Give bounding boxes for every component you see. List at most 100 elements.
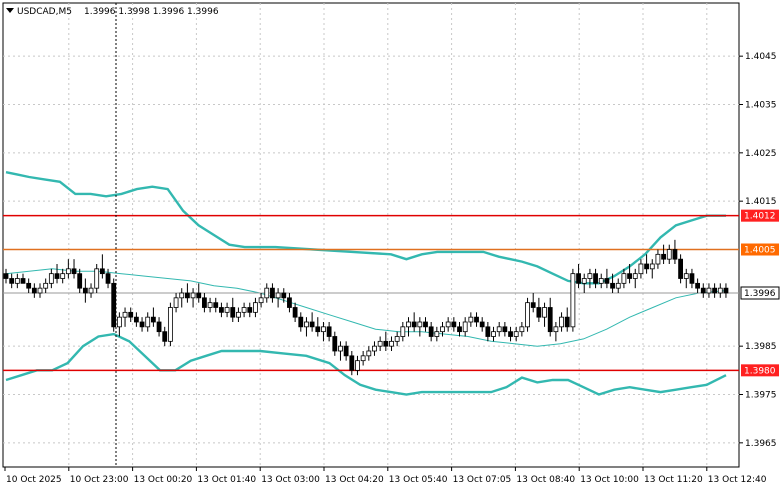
candle-body bbox=[604, 278, 610, 284]
ohlc-readout: 1.3996 1.3998 1.3996 1.3996 bbox=[84, 7, 219, 17]
current-price-label-box bbox=[740, 286, 780, 300]
candle-body bbox=[530, 302, 536, 308]
candle-body bbox=[133, 316, 139, 323]
triangle-down-icon[interactable] bbox=[6, 8, 14, 13]
y-tick-label: 1.3985 bbox=[745, 342, 777, 352]
candle-body bbox=[689, 273, 695, 284]
candle-body bbox=[355, 360, 360, 371]
candle-body bbox=[423, 321, 428, 328]
price-axis[interactable]: 1.4045 1.4035 1.4025 1.4015 1.3985 1.3975 1.39… bbox=[739, 52, 777, 449]
candle-body bbox=[434, 331, 440, 337]
candle-body bbox=[258, 297, 264, 304]
candle-body bbox=[315, 326, 321, 333]
candle-body bbox=[139, 321, 145, 328]
candle-body bbox=[26, 282, 32, 289]
y-tick-label: 1.4015 bbox=[745, 197, 777, 207]
candle-body bbox=[338, 345, 343, 352]
candle-body bbox=[116, 316, 122, 328]
candle-body bbox=[377, 340, 383, 347]
candle-body bbox=[287, 297, 292, 308]
candle-body bbox=[468, 316, 474, 323]
candle-body bbox=[451, 321, 457, 328]
candle-body bbox=[281, 292, 287, 299]
candle-body bbox=[264, 287, 270, 299]
level-label-text: 1.3980 bbox=[744, 366, 776, 376]
price-labels: 1.4012 1.4005 1.3980 1.3996 bbox=[740, 209, 780, 377]
x-tick-label: 13 Oct 07:05 bbox=[453, 475, 512, 485]
y-tick-label: 1.4025 bbox=[745, 149, 777, 159]
candle-body bbox=[185, 292, 190, 299]
candle-body bbox=[343, 345, 349, 357]
candle-body bbox=[9, 278, 15, 284]
level-label-box bbox=[741, 209, 779, 222]
candle-body bbox=[717, 287, 723, 294]
candle-body bbox=[440, 326, 445, 333]
candle-body bbox=[332, 336, 338, 352]
candle-body bbox=[162, 331, 168, 342]
candle-body bbox=[253, 302, 258, 313]
candle-body bbox=[196, 292, 202, 299]
candle-body bbox=[672, 249, 678, 260]
candle-body bbox=[400, 326, 406, 337]
x-tick-label: 10 Oct 23:00 bbox=[70, 475, 129, 485]
candle-body bbox=[485, 326, 491, 337]
candle-body bbox=[389, 340, 394, 347]
candle-body bbox=[491, 331, 496, 337]
candle-body bbox=[661, 253, 666, 260]
candle-body bbox=[77, 273, 83, 289]
candle-body bbox=[570, 273, 576, 328]
x-tick-label: 13 Oct 03:00 bbox=[261, 475, 320, 485]
candle-body bbox=[525, 302, 530, 328]
candle-body bbox=[644, 263, 649, 270]
candle-body bbox=[309, 321, 315, 328]
candle-body bbox=[695, 282, 701, 289]
candle-body bbox=[457, 326, 462, 333]
candle-body bbox=[65, 268, 71, 275]
candle-body bbox=[360, 355, 366, 362]
candle-body bbox=[99, 268, 105, 275]
y-tick-label: 1.3975 bbox=[745, 391, 777, 401]
candle-body bbox=[292, 307, 298, 318]
candle-body bbox=[683, 273, 689, 279]
candle-body bbox=[37, 287, 43, 294]
candle-body bbox=[372, 345, 377, 352]
candle-body bbox=[462, 321, 468, 333]
candle-body bbox=[394, 336, 400, 342]
candle-body bbox=[638, 263, 644, 275]
candle-body bbox=[190, 292, 196, 299]
candle-body bbox=[230, 307, 236, 318]
candle-body bbox=[202, 297, 207, 308]
horizontal-levels[interactable] bbox=[3, 214, 739, 372]
candle-body bbox=[150, 316, 156, 323]
candle-body bbox=[236, 311, 241, 318]
candle-body bbox=[666, 249, 672, 260]
candle-body bbox=[167, 307, 173, 342]
candle-body bbox=[298, 316, 304, 328]
candle-body bbox=[615, 282, 621, 289]
candle-body bbox=[247, 307, 253, 313]
candle-body bbox=[678, 258, 683, 279]
x-tick-label: 13 Oct 08:40 bbox=[516, 475, 575, 485]
candle-body bbox=[111, 282, 117, 328]
y-tick-label: 1.3965 bbox=[745, 439, 777, 449]
candle-body bbox=[445, 321, 451, 328]
candle-body bbox=[496, 326, 502, 333]
y-tick-label: 1.4035 bbox=[745, 101, 777, 111]
candle-body bbox=[564, 316, 570, 328]
candle-body bbox=[581, 278, 587, 284]
candle-body bbox=[411, 321, 417, 328]
candle-body bbox=[428, 326, 434, 337]
candle-body bbox=[224, 307, 230, 313]
candle-body bbox=[706, 287, 712, 294]
candle-body bbox=[649, 263, 655, 270]
candle-body bbox=[31, 287, 37, 294]
candle-body bbox=[71, 268, 77, 275]
candle-body bbox=[406, 321, 411, 328]
time-axis[interactable]: 10 Oct 2025 10 Oct 23:00 13 Oct 00:20 13 Oc… bbox=[4, 467, 767, 485]
candle-body bbox=[213, 302, 219, 308]
candle-body bbox=[587, 273, 593, 279]
grid bbox=[3, 3, 739, 467]
level-label-box bbox=[741, 243, 779, 256]
